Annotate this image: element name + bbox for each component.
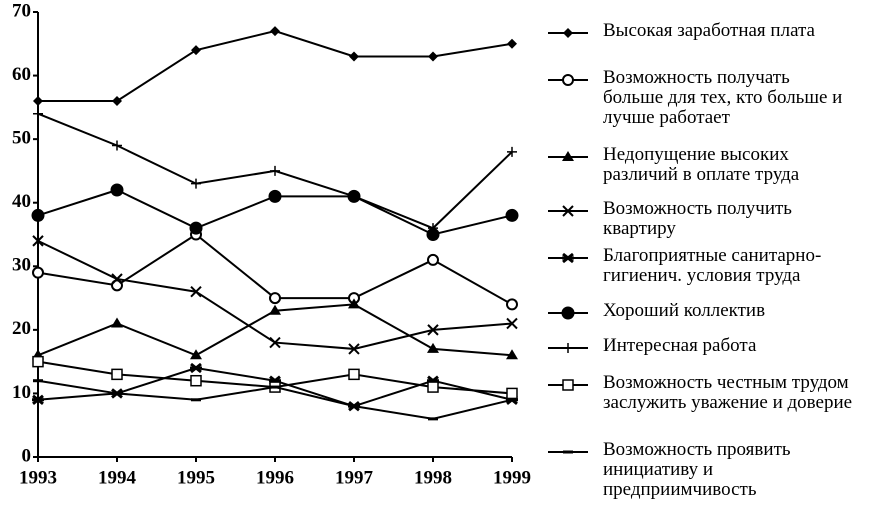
marker [32, 394, 44, 405]
legend-label: Возможность получить квартиру [603, 198, 792, 239]
series-line [38, 30, 513, 102]
legend-label: Возможность проявить инициативу и предпр… [603, 439, 791, 500]
marker [426, 228, 440, 241]
marker [191, 45, 201, 56]
x-tick-label: 1996 [256, 467, 294, 488]
marker [32, 235, 44, 247]
marker [506, 387, 518, 400]
marker [348, 368, 360, 381]
y-tick-label: 10 [12, 382, 31, 403]
legend-label: Хороший коллектив [603, 300, 766, 321]
marker [428, 223, 438, 234]
y-tick-label: 30 [12, 255, 31, 276]
x-tick-label: 1993 [19, 467, 57, 488]
marker [507, 146, 517, 157]
marker [191, 178, 201, 189]
marker [563, 343, 573, 353]
marker [506, 349, 518, 360]
marker [506, 298, 518, 311]
x-tick-label: 1998 [414, 467, 452, 488]
marker [427, 324, 439, 336]
y-tick-label: 50 [12, 128, 31, 149]
legend-label: Благоприятные санитарно-гигиенич. услови… [603, 245, 822, 286]
marker [506, 317, 518, 330]
y-tick-label: 0 [22, 445, 32, 466]
marker [190, 374, 202, 387]
marker [562, 151, 574, 161]
marker [270, 165, 280, 176]
marker [190, 286, 202, 298]
marker [348, 343, 360, 355]
marker [563, 28, 573, 38]
legend-label: Возможность честным трудом заслужить ува… [603, 372, 853, 413]
x-tick-label: 1999 [493, 467, 531, 488]
marker [33, 96, 43, 106]
marker [33, 108, 43, 119]
marker [562, 74, 574, 86]
y-tick-label: 40 [12, 191, 31, 212]
marker [562, 379, 574, 391]
marker [427, 381, 439, 393]
marker [349, 191, 359, 202]
marker [269, 336, 281, 349]
x-tick-label: 1995 [177, 467, 215, 488]
marker [427, 253, 439, 266]
marker [189, 221, 203, 235]
y-tick-label: 20 [12, 318, 31, 339]
legend-label: Высокая заработная плата [603, 20, 815, 41]
marker [269, 292, 281, 305]
y-tick-label: 70 [12, 0, 31, 21]
x-tick-label: 1994 [98, 467, 137, 488]
marker [269, 304, 281, 315]
marker [505, 208, 519, 222]
marker [31, 208, 45, 222]
marker [112, 96, 122, 106]
x-tick-label: 1997 [335, 467, 374, 488]
marker [111, 273, 123, 285]
marker [32, 355, 44, 368]
marker [348, 298, 360, 309]
legend-label: Недопущение высоких различий в оплате тр… [603, 144, 800, 185]
marker [270, 26, 280, 37]
legend-label: Интересная работа [603, 335, 757, 356]
marker [427, 342, 439, 353]
marker [561, 306, 575, 320]
marker [112, 140, 122, 151]
y-tick-label: 60 [12, 64, 31, 85]
marker [349, 51, 359, 62]
marker [111, 317, 123, 328]
marker [268, 189, 282, 203]
marker [32, 266, 44, 279]
marker [190, 349, 202, 360]
marker [562, 205, 574, 217]
marker [428, 51, 438, 62]
marker [110, 183, 124, 197]
marker [507, 38, 517, 49]
legend-label: Возможность получать больше для тех, кто… [603, 67, 843, 128]
marker [562, 252, 574, 264]
marker [111, 368, 123, 381]
marker [190, 362, 202, 374]
